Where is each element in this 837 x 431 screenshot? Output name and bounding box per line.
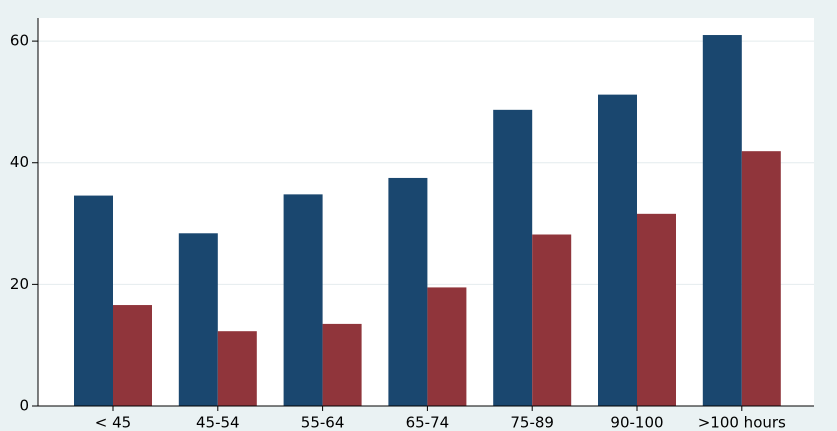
x-tick-label: 55-64 [301, 414, 345, 431]
bar [178, 233, 218, 406]
bar [741, 151, 781, 406]
bar [322, 323, 362, 406]
bar [598, 94, 637, 407]
bar [702, 35, 742, 407]
bar [388, 177, 428, 406]
y-tick-label: 20 [10, 275, 29, 293]
y-tick-label: 60 [10, 32, 29, 50]
x-tick-label: 45-54 [196, 414, 240, 431]
bar [637, 213, 676, 406]
x-tick-label: 75-89 [510, 414, 554, 431]
bar [532, 234, 572, 406]
x-tick-label: 90-100 [610, 414, 663, 431]
bar [74, 195, 113, 406]
x-tick-label: 65-74 [406, 414, 450, 431]
bar [113, 305, 152, 406]
bar [493, 109, 533, 406]
x-tick-label: >100 hours [698, 414, 786, 431]
y-tick-label: 40 [10, 153, 29, 171]
bar [283, 194, 323, 406]
bar [217, 331, 257, 406]
x-tick-label: < 45 [95, 414, 131, 431]
bar [427, 287, 467, 406]
y-tick-label: 0 [19, 397, 29, 415]
